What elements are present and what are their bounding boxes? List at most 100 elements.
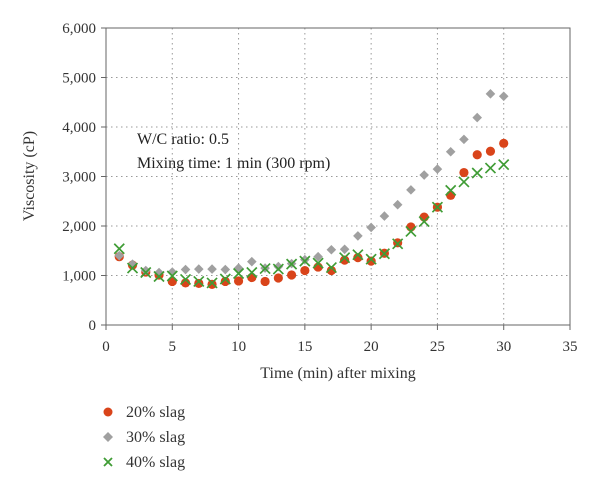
data-point-40-slag: [498, 159, 510, 171]
data-point-40-slag: [153, 270, 165, 283]
data-point-40-slag: [325, 261, 337, 274]
data-point-40-slag: [365, 253, 377, 265]
data-point-30-slag: [419, 170, 429, 180]
data-point-20-slag: [233, 276, 244, 286]
data-point-30-slag: [207, 264, 217, 274]
data-point-40-slag: [206, 277, 218, 289]
data-point-30-slag: [273, 261, 284, 272]
data-point-30-slag: [220, 264, 231, 275]
data-point-30-slag: [432, 164, 443, 174]
data-point-30-slag: [392, 199, 403, 210]
data-point-40-slag: [166, 270, 178, 282]
data-point-20-slag: [287, 270, 297, 280]
data-point-40-slag: [431, 201, 444, 213]
data-point-40-slag: [126, 262, 139, 274]
y-axis-label: Viscosity (cP): [21, 131, 38, 221]
data-point-30-slag: [366, 222, 376, 233]
data-point-40-slag: [352, 249, 364, 261]
data-point-30-slag: [233, 263, 244, 273]
data-point-20-slag: [419, 212, 429, 222]
data-point-40-slag: [299, 255, 311, 267]
data-point-20-slag: [247, 272, 257, 283]
data-point-20-slag: [406, 222, 416, 232]
legend-label-20-slag: 20% slag: [126, 404, 185, 421]
data-point-20-slag: [353, 253, 363, 263]
y-tick-label: 1,000: [62, 269, 96, 285]
data-point-30-slag: [498, 91, 509, 102]
data-point-40-slag: [484, 162, 497, 174]
data-point-30-slag: [472, 112, 482, 123]
x-axis-label: Time (min) after mixing: [260, 365, 415, 382]
x-tick-label: 35: [563, 339, 578, 355]
data-point-30-slag: [114, 250, 125, 261]
x-tick-label: 10: [231, 339, 246, 355]
data-point-40-slag: [418, 215, 430, 228]
data-point-20-slag: [260, 276, 270, 287]
data-point-30-slag: [247, 256, 257, 267]
annotation-wc-ratio: W/C ratio: 0.5: [137, 131, 229, 148]
legend-label-40-slag: 40% slag: [126, 454, 185, 471]
data-point-30-slag: [300, 254, 310, 265]
data-point-20-slag: [485, 146, 496, 156]
data-point-40-slag: [405, 225, 417, 238]
y-tick-label: 2,000: [62, 219, 96, 235]
data-point-30-slag: [353, 231, 363, 241]
legend-item-30-slag: 30% slag: [103, 429, 185, 446]
x-tick-label: 20: [364, 339, 379, 355]
data-point-40-slag: [471, 167, 483, 179]
data-point-40-slag: [272, 263, 284, 275]
data-point-40-slag: [193, 275, 205, 288]
data-point-20-slag: [340, 255, 350, 265]
data-point-30-slag: [485, 89, 496, 99]
data-point-40-slag: [246, 266, 258, 279]
data-point-40-slag: [140, 266, 152, 279]
y-tick-label: 6,000: [62, 21, 96, 37]
data-point-20-slag: [459, 167, 469, 178]
data-point-30-slag: [459, 134, 469, 145]
x-tick-label: 0: [102, 339, 110, 355]
legend-marker-20-slag: [103, 407, 113, 417]
data-point-30-slag: [127, 259, 138, 269]
legend: 20% slag 30% slag 40% slag: [103, 404, 185, 471]
series-40-slag: [113, 159, 510, 289]
data-point-30-slag: [194, 264, 204, 274]
data-point-30-slag: [313, 251, 323, 262]
data-point-30-slag: [140, 265, 151, 276]
data-point-30-slag: [406, 185, 416, 195]
data-point-40-slag: [458, 176, 470, 188]
data-point-40-slag: [339, 252, 351, 264]
data-point-40-slag: [113, 243, 125, 255]
tick-labels: 0 5 10 15 20 25 30 35 0 1,000 2,000 3,000 4,000 5,000…: [62, 21, 577, 355]
legend-label-30-slag: 30% slag: [126, 429, 185, 446]
data-point-30-slag: [326, 244, 337, 255]
data-point-20-slag: [366, 256, 376, 266]
axes: [101, 27, 571, 330]
data-point-20-slag: [207, 279, 217, 290]
data-point-20-slag: [194, 278, 204, 289]
data-point-40-slag: [392, 238, 404, 250]
data-point-20-slag: [472, 150, 482, 160]
data-point-20-slag: [273, 273, 283, 283]
x-tick-label: 15: [297, 339, 312, 355]
data-point-20-slag: [220, 276, 230, 287]
y-tick-label: 4,000: [62, 120, 96, 136]
legend-marker-40-slag: [103, 457, 113, 467]
data-point-40-slag: [232, 267, 245, 280]
data-point-30-slag: [180, 264, 191, 275]
data-point-30-slag: [379, 211, 390, 221]
data-point-40-slag: [312, 257, 324, 269]
data-point-40-slag: [219, 273, 231, 285]
data-point-40-slag: [259, 262, 271, 275]
data-point-20-slag: [499, 138, 509, 148]
series-30-slag: [114, 89, 509, 278]
data-point-40-slag: [179, 273, 192, 286]
x-tick-label: 30: [496, 339, 511, 355]
data-point-20-slag: [326, 265, 336, 276]
data-point-20-slag: [446, 190, 456, 200]
x-tick-label: 5: [169, 339, 177, 355]
data-point-40-slag: [378, 248, 391, 260]
x-tick-label: 25: [430, 339, 445, 355]
data-point-30-slag: [445, 146, 456, 157]
legend-item-40-slag: 40% slag: [103, 454, 185, 471]
